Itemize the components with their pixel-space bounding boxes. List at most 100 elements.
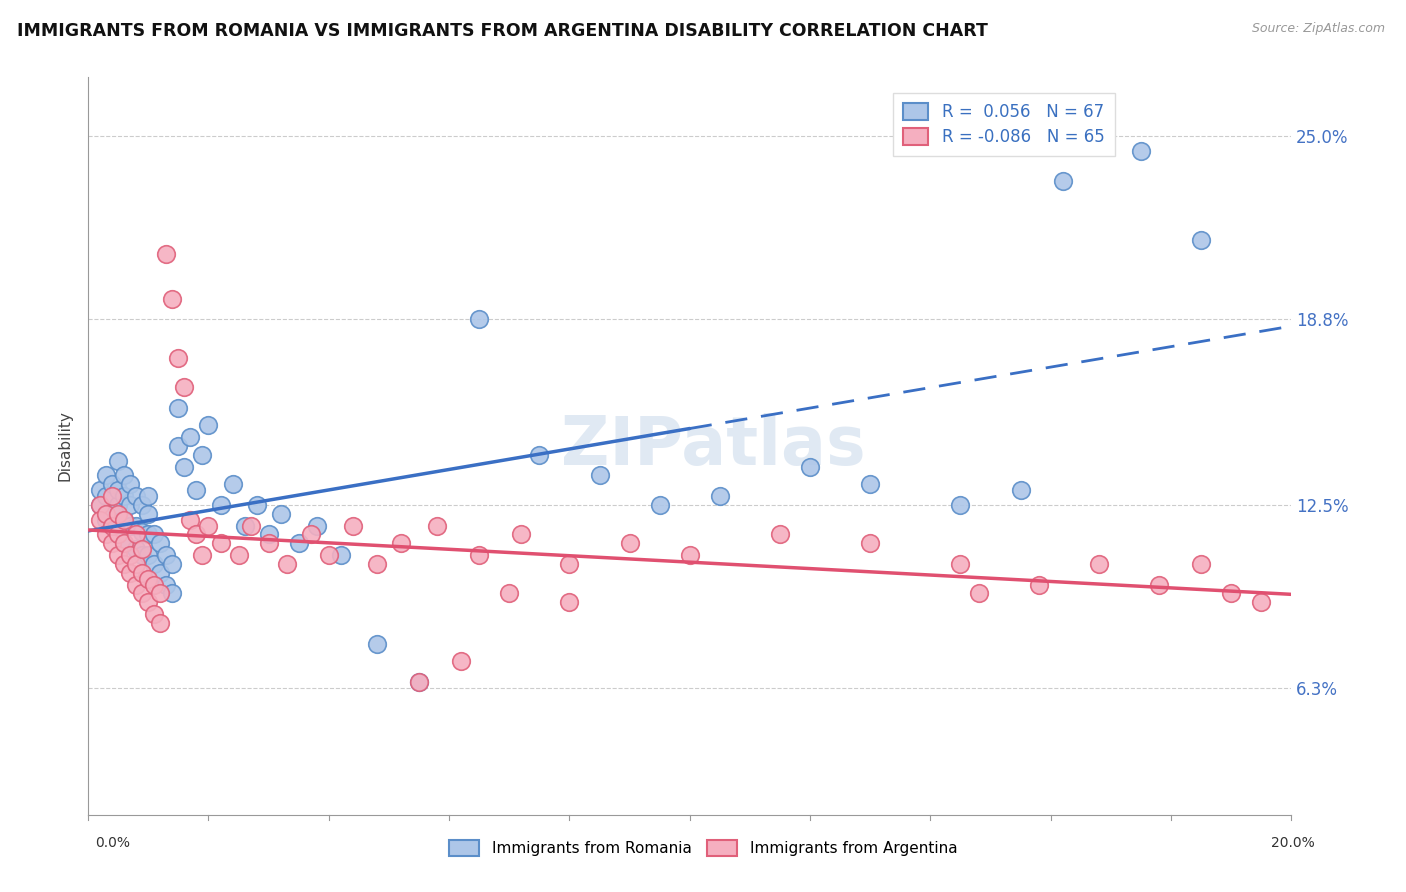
Point — [96, 527, 118, 541]
Point — [162, 586, 184, 600]
Point — [186, 527, 208, 541]
Point — [131, 548, 153, 562]
Text: Source: ZipAtlas.com: Source: ZipAtlas.com — [1251, 22, 1385, 36]
Point — [112, 557, 135, 571]
Point — [1220, 586, 1243, 600]
Point — [209, 536, 232, 550]
Point — [276, 557, 298, 571]
Point — [221, 477, 243, 491]
Point — [799, 459, 821, 474]
Point — [186, 483, 208, 498]
Text: ZIPatlas: ZIPatlas — [561, 413, 866, 479]
Point — [318, 548, 340, 562]
Point — [101, 477, 124, 491]
Point — [162, 292, 184, 306]
Point — [96, 489, 118, 503]
Point — [1189, 233, 1212, 247]
Point — [162, 557, 184, 571]
Point — [125, 489, 148, 503]
Point — [136, 548, 159, 562]
Point — [131, 542, 153, 557]
Point — [949, 498, 972, 512]
Point — [558, 595, 581, 609]
Point — [366, 557, 388, 571]
Point — [155, 577, 177, 591]
Point — [270, 507, 292, 521]
Point — [89, 498, 111, 512]
Point — [529, 448, 551, 462]
Point — [558, 557, 581, 571]
Point — [112, 489, 135, 503]
Point — [107, 527, 129, 541]
Point — [136, 572, 159, 586]
Point — [149, 615, 172, 630]
Point — [131, 498, 153, 512]
Point — [101, 518, 124, 533]
Point — [233, 518, 256, 533]
Point — [143, 557, 166, 571]
Point — [305, 518, 328, 533]
Point — [120, 548, 142, 562]
Point — [191, 548, 214, 562]
Point — [155, 548, 177, 562]
Point — [149, 566, 172, 580]
Point — [366, 636, 388, 650]
Point — [96, 507, 118, 521]
Point — [468, 548, 491, 562]
Point — [179, 430, 201, 444]
Point — [209, 498, 232, 512]
Point — [329, 548, 352, 562]
Point — [408, 674, 430, 689]
Point — [112, 536, 135, 550]
Point — [101, 489, 124, 503]
Point — [179, 513, 201, 527]
Point — [468, 312, 491, 326]
Point — [173, 380, 195, 394]
Point — [173, 459, 195, 474]
Point — [679, 548, 702, 562]
Point — [120, 477, 142, 491]
Point — [120, 566, 142, 580]
Point — [131, 524, 153, 539]
Point — [426, 518, 449, 533]
Point — [143, 527, 166, 541]
Point — [197, 518, 219, 533]
Point — [101, 518, 124, 533]
Point — [167, 401, 190, 415]
Point — [96, 513, 118, 527]
Point — [120, 498, 142, 512]
Point — [342, 518, 364, 533]
Point — [239, 518, 262, 533]
Point — [125, 527, 148, 541]
Point — [136, 489, 159, 503]
Text: 0.0%: 0.0% — [96, 836, 131, 850]
Point — [619, 536, 641, 550]
Point — [1129, 144, 1152, 158]
Y-axis label: Disability: Disability — [58, 410, 72, 482]
Point — [1250, 595, 1272, 609]
Point — [709, 489, 731, 503]
Point — [1189, 557, 1212, 571]
Point — [125, 557, 148, 571]
Point — [101, 507, 124, 521]
Text: IMMIGRANTS FROM ROMANIA VS IMMIGRANTS FROM ARGENTINA DISABILITY CORRELATION CHAR: IMMIGRANTS FROM ROMANIA VS IMMIGRANTS FR… — [17, 22, 988, 40]
Text: 20.0%: 20.0% — [1271, 836, 1315, 850]
Point — [299, 527, 322, 541]
Legend: R =  0.056   N = 67, R = -0.086   N = 65: R = 0.056 N = 67, R = -0.086 N = 65 — [893, 93, 1115, 156]
Point — [101, 536, 124, 550]
Point — [859, 536, 882, 550]
Point — [588, 468, 610, 483]
Point — [136, 595, 159, 609]
Point — [1147, 577, 1170, 591]
Point — [1052, 174, 1074, 188]
Point — [125, 577, 148, 591]
Point — [967, 586, 990, 600]
Point — [167, 439, 190, 453]
Point — [96, 468, 118, 483]
Point — [510, 527, 533, 541]
Point — [197, 418, 219, 433]
Point — [287, 536, 309, 550]
Point — [389, 536, 412, 550]
Point — [228, 548, 250, 562]
Point — [149, 586, 172, 600]
